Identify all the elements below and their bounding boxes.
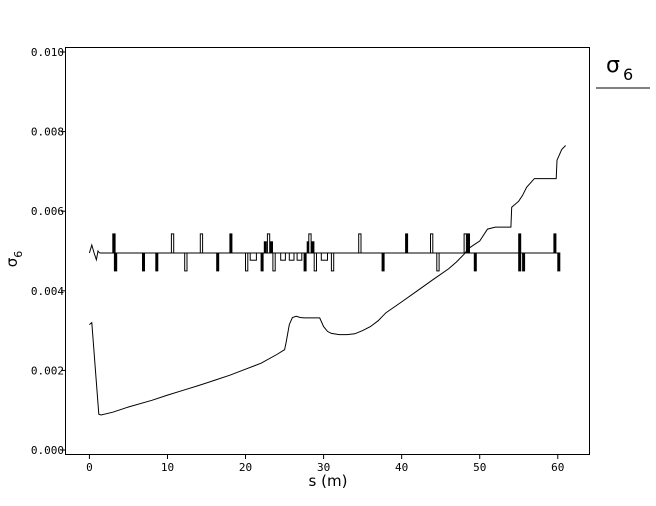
lattice-element — [112, 233, 116, 254]
plot-frame — [65, 47, 590, 455]
lattice-element — [184, 252, 188, 272]
lattice-element — [473, 252, 477, 272]
svg-text:σ6: σ6 — [606, 53, 633, 84]
lattice-element — [320, 252, 328, 261]
y-axis: 0.000 0.002 0.004 0.006 0.008 0.010 — [31, 46, 66, 457]
legend-symbol: σ — [606, 53, 620, 78]
lattice-element — [313, 252, 318, 272]
y-tick-label: 0.002 — [31, 364, 64, 377]
lattice-element — [466, 233, 471, 254]
x-axis: 0 10 20 30 40 50 60 — [86, 454, 564, 474]
lattice-wiggle — [88, 243, 100, 262]
lattice-element — [311, 241, 315, 254]
x-tick-label: 50 — [473, 461, 486, 474]
lattice-element — [263, 241, 267, 254]
lattice-element — [260, 252, 264, 272]
y-tick-label: 0.010 — [31, 46, 64, 59]
lattice-element — [245, 252, 249, 272]
lattice-element — [216, 252, 220, 272]
lattice-element — [405, 233, 409, 254]
y-tick-label: 0.006 — [31, 205, 64, 218]
lattice-element — [142, 252, 145, 272]
lattice-element — [303, 252, 307, 272]
legend-subscript: 6 — [623, 65, 633, 84]
lattice-element — [270, 241, 273, 254]
series-line-sigma6 — [89, 145, 566, 416]
lattice-element — [436, 252, 440, 272]
lattice-element — [557, 252, 561, 272]
x-tick-label: 0 — [86, 461, 93, 474]
lattice-element — [113, 252, 118, 272]
x-tick-label: 10 — [161, 461, 174, 474]
y-tick-label: 0.008 — [31, 126, 64, 139]
lattice-element — [199, 233, 204, 254]
lattice-element — [330, 252, 335, 272]
x-tick-label: 60 — [551, 461, 564, 474]
lattice-element — [358, 233, 362, 254]
y-axis-label: σ6 — [3, 251, 25, 268]
y-tick-label: 0.000 — [31, 444, 64, 457]
svg-text:σ6: σ6 — [3, 251, 25, 268]
lattice-element — [280, 252, 286, 261]
x-tick-label: 40 — [395, 461, 408, 474]
lattice-element — [522, 252, 526, 272]
x-tick-label: 30 — [317, 461, 330, 474]
lattice-element — [463, 233, 467, 254]
y-tick-label: 0.004 — [31, 285, 64, 298]
lattice-layout — [88, 233, 561, 272]
lattice-element — [155, 252, 159, 272]
lattice-element — [518, 233, 522, 254]
lattice-element — [229, 233, 233, 254]
lattice-element — [518, 252, 522, 272]
x-axis-label: s (m) — [309, 472, 348, 490]
lattice-element — [170, 233, 175, 254]
lattice-element — [430, 233, 434, 254]
lattice-element — [381, 252, 385, 272]
x-tick-label: 20 — [239, 461, 252, 474]
lattice-element — [296, 252, 303, 261]
lattice-element — [553, 233, 557, 254]
lattice-element — [308, 233, 312, 254]
lattice-element — [249, 252, 257, 261]
lattice-element — [272, 252, 276, 272]
lattice-element — [288, 252, 295, 261]
lattice-element — [266, 233, 271, 254]
